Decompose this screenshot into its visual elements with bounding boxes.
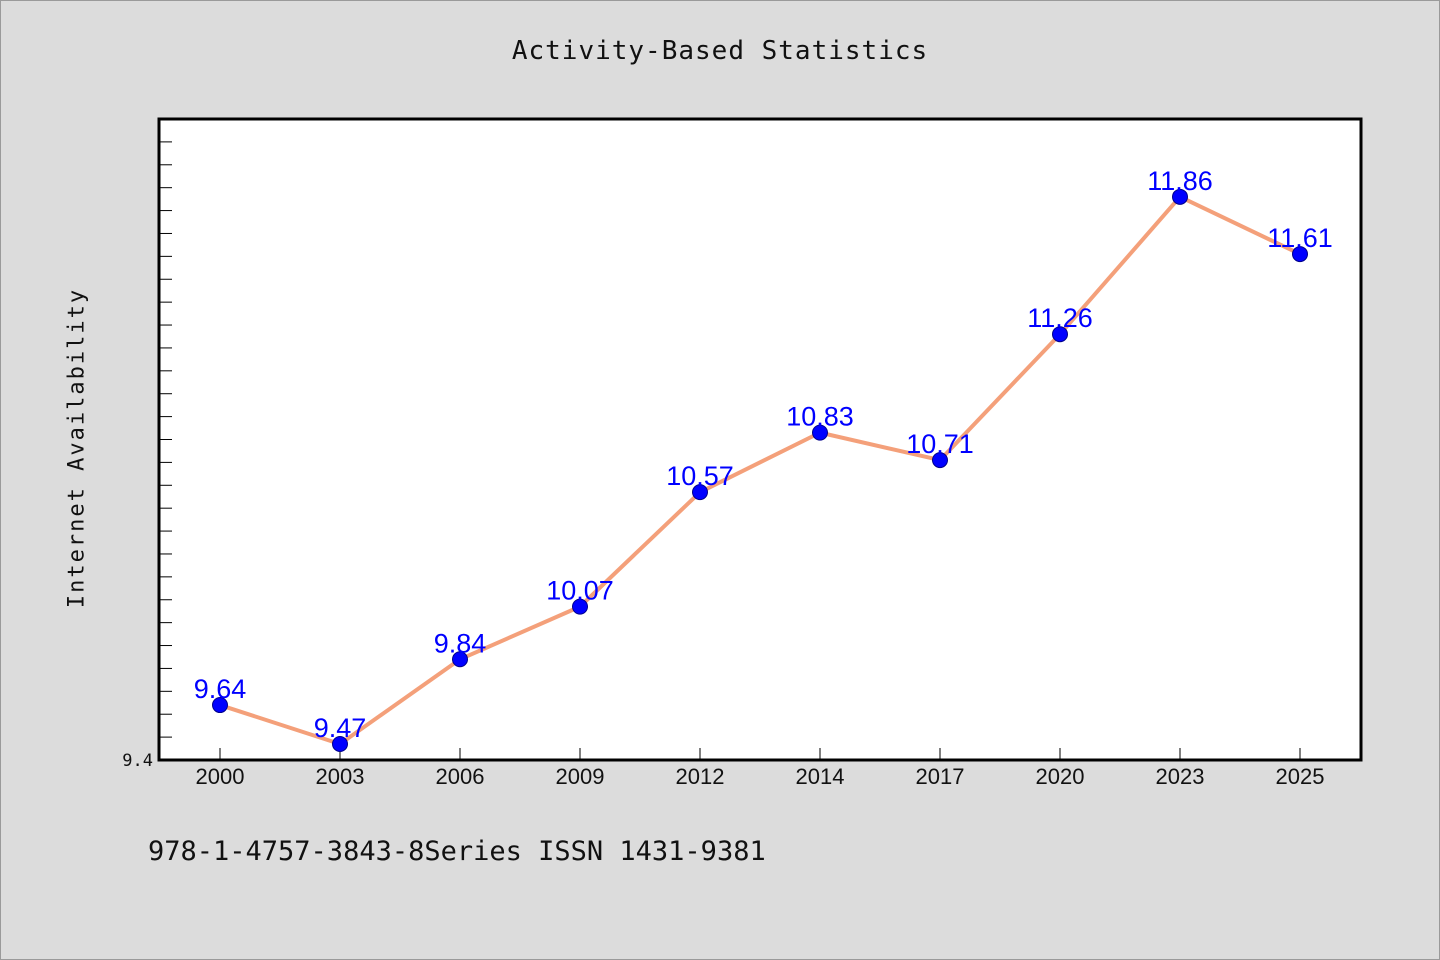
chart-title: Activity-Based Statistics xyxy=(511,36,929,66)
x-tick-label: 2014 xyxy=(796,764,845,789)
y-ticks: 9.4 xyxy=(122,141,172,771)
series-line xyxy=(219,194,1301,746)
data-label: 9.64 xyxy=(194,674,247,704)
data-label: 11.86 xyxy=(1147,166,1213,196)
x-tick-label: 2006 xyxy=(436,764,485,789)
data-point xyxy=(1172,188,1188,205)
data-point xyxy=(932,452,948,469)
data-point xyxy=(332,735,348,752)
x-ticks: 2000 2003 2006 2009 2012 2014 2017 2020 2023 2025 xyxy=(196,748,1325,789)
data-label: 10.57 xyxy=(666,461,734,491)
x-tick-label: 2009 xyxy=(556,764,605,789)
x-tick-label: 2020 xyxy=(1036,764,1085,789)
data-label: 10.71 xyxy=(906,429,974,459)
data-point xyxy=(572,598,588,615)
x-tick-label: 2023 xyxy=(1156,764,1205,789)
series-group xyxy=(212,188,1308,752)
x-tick-label: 2025 xyxy=(1276,764,1325,789)
y-tick-label: 9.4 xyxy=(122,751,153,771)
data-point xyxy=(212,697,228,714)
x-tick-label: 2003 xyxy=(316,764,365,789)
data-point xyxy=(1052,326,1068,343)
plot-area xyxy=(157,117,1363,762)
data-label: 10.07 xyxy=(546,576,614,606)
data-labels: 9.64 9.47 9.84 10.07 10.57 10.83 10.71 11.26 11.… xyxy=(194,166,1333,743)
footer-text: 978-1-4757-3843-8Series ISSN 1431-9381 xyxy=(148,836,766,867)
data-point xyxy=(812,424,828,441)
data-label: 9.47 xyxy=(314,713,367,743)
x-tick-label: 2017 xyxy=(916,764,965,789)
x-tick-label: 2000 xyxy=(196,764,245,789)
data-label: 11.61 xyxy=(1267,223,1333,253)
x-tick-label: 2012 xyxy=(676,764,725,789)
data-point xyxy=(692,484,708,501)
data-point xyxy=(1292,246,1308,263)
data-point xyxy=(452,651,468,668)
data-label: 10.83 xyxy=(786,402,854,432)
data-label: 11.26 xyxy=(1027,303,1093,333)
data-label: 9.84 xyxy=(434,628,487,658)
